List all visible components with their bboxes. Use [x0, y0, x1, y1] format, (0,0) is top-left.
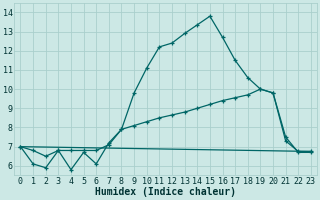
X-axis label: Humidex (Indice chaleur): Humidex (Indice chaleur) [95, 187, 236, 197]
